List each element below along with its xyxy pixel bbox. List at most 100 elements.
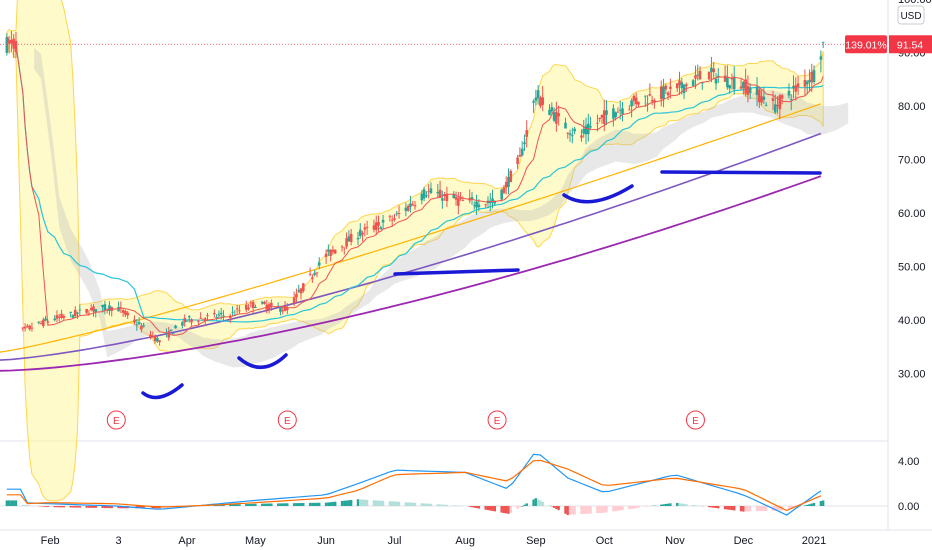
histogram-bar [470, 506, 474, 508]
histogram-bar [694, 505, 697, 506]
candle-body [361, 232, 364, 235]
candle-body [206, 315, 209, 317]
ma-50-line [6, 36, 824, 323]
candle-body [217, 314, 221, 316]
histogram-bar [564, 506, 567, 514]
histogram-bar [502, 506, 506, 514]
candle-body [422, 189, 426, 199]
candle-body [69, 312, 72, 313]
histogram-bar [819, 501, 823, 506]
candle-body [324, 253, 328, 257]
histogram-bar [62, 506, 66, 508]
candle-body [659, 86, 663, 100]
histogram-bar [425, 503, 428, 506]
change-tag: 139.01% [845, 39, 886, 51]
candle-body [710, 67, 713, 73]
histogram-bar [361, 499, 364, 506]
histogram-bar [532, 499, 535, 506]
histogram-bar [108, 506, 111, 509]
trend-drawing [562, 184, 634, 204]
ichimoku-cloud [34, 47, 849, 368]
candle-body [755, 86, 759, 96]
candle-body [7, 40, 11, 44]
candle-body [149, 334, 152, 337]
time-tick: Sep [526, 535, 546, 547]
candle-body [327, 249, 330, 252]
candle-body [457, 198, 460, 206]
histogram-bar [375, 500, 378, 506]
histogram-bar [454, 505, 458, 506]
histogram-bar [283, 503, 287, 506]
histogram-bar [245, 504, 248, 506]
candle-body [311, 277, 314, 279]
candle-body [62, 315, 66, 318]
candle-body [270, 302, 273, 307]
candle-body [292, 297, 296, 304]
candle-body [126, 312, 129, 316]
candle-body [181, 322, 184, 326]
histogram-bar [365, 499, 369, 506]
candle-body [541, 97, 544, 105]
candle-body [190, 319, 193, 323]
histogram-bar [603, 506, 606, 513]
candle-body [701, 82, 704, 84]
histogram-bar [53, 506, 56, 508]
histogram-bar [614, 506, 617, 512]
candle-body [379, 227, 383, 230]
histogram-bar [678, 503, 681, 506]
candle-body [746, 86, 750, 95]
candle-body [283, 306, 287, 311]
candle-body [516, 157, 519, 165]
candle-body [566, 132, 570, 134]
candle-body [151, 335, 155, 337]
candle-body [461, 200, 465, 201]
trend-drawing [660, 170, 822, 175]
histogram-bar [682, 503, 686, 506]
histogram-bar [717, 506, 720, 509]
histogram-bar [263, 503, 266, 506]
histogram-bar [500, 506, 503, 513]
histogram-bar [345, 500, 348, 506]
histogram-bar [484, 506, 487, 510]
histogram-bar [388, 501, 392, 506]
candle-body [618, 109, 622, 111]
candle-body [347, 236, 351, 242]
histogram-bar [254, 503, 257, 506]
candle-body [281, 310, 285, 312]
candle-body [598, 117, 601, 119]
histogram-bar [630, 506, 633, 509]
histogram-bar [12, 500, 15, 506]
candle-body [525, 130, 529, 137]
candle-body [475, 201, 478, 208]
time-tick: May [245, 535, 266, 547]
candle-body [372, 225, 376, 230]
candle-body [356, 237, 360, 240]
histogram-bar [762, 506, 766, 512]
candle-body [297, 290, 301, 292]
histogram-bar [548, 505, 551, 506]
histogram-bar [46, 506, 50, 507]
histogram-bar [452, 505, 455, 506]
candle-body [73, 309, 77, 316]
histogram-bar [726, 506, 729, 510]
histogram-bar [251, 503, 255, 506]
histogram-bar [292, 503, 296, 506]
histogram-bar [707, 506, 711, 508]
histogram-bar [117, 506, 120, 509]
candle-body [484, 204, 487, 206]
candle-body [343, 247, 346, 249]
histogram-bar [764, 506, 768, 512]
histogram-bar [621, 506, 624, 511]
histogram-bar [489, 506, 492, 511]
histogram-bar [413, 502, 417, 506]
price-tick: 50.00 [898, 262, 926, 274]
candle-body [792, 85, 795, 89]
time-tick: 2021 [802, 535, 826, 547]
histogram-bar [596, 506, 599, 514]
histogram-bar [808, 504, 811, 506]
histogram-bar [646, 506, 649, 507]
currency-button[interactable] [897, 5, 925, 25]
candle-body [678, 80, 681, 86]
histogram-bar [600, 506, 604, 513]
